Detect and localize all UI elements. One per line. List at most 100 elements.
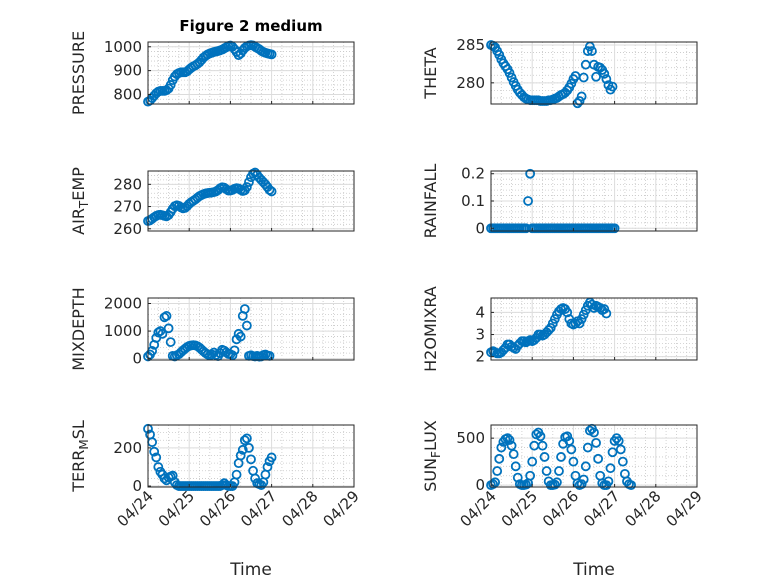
data-series-air-temp bbox=[143, 167, 277, 226]
y-tick-label: 0.2 bbox=[461, 165, 485, 183]
y-tick-label: 1000 bbox=[104, 38, 142, 56]
data-point bbox=[235, 331, 246, 342]
y-tick-label: 4 bbox=[475, 303, 485, 321]
data-point bbox=[525, 168, 536, 179]
subplot-h2omixra: 2 3 4 H2OMIXRA bbox=[421, 286, 698, 372]
data-point bbox=[237, 444, 248, 455]
data-point bbox=[527, 456, 538, 467]
data-point bbox=[506, 72, 517, 83]
y-tick-label: 900 bbox=[113, 62, 142, 80]
x-tick-label: 04/28 bbox=[278, 487, 321, 530]
data-point bbox=[578, 474, 589, 485]
data-point bbox=[492, 466, 503, 476]
data-point bbox=[266, 49, 277, 60]
data-point bbox=[231, 469, 242, 480]
subplot-air-temp: 260 270 280 AIRTEMP bbox=[69, 167, 355, 238]
data-point bbox=[165, 337, 176, 347]
data-point bbox=[244, 177, 254, 188]
data-point bbox=[163, 323, 174, 334]
x-tick-label: 04/29 bbox=[663, 487, 706, 530]
data-point bbox=[607, 447, 618, 458]
y-tick-label: 0 bbox=[132, 477, 142, 495]
x-tick-label: 04/25 bbox=[498, 487, 541, 530]
y-axis-label: PRESSURE bbox=[69, 31, 88, 115]
y-tick-label: 270 bbox=[113, 198, 142, 216]
y-tick-label: 0 bbox=[475, 476, 485, 494]
y-axis-label: THETA bbox=[421, 47, 440, 99]
data-point bbox=[244, 442, 254, 453]
data-point bbox=[525, 470, 536, 481]
data-point bbox=[587, 46, 597, 56]
data-point bbox=[266, 186, 277, 197]
y-tick-label: 0 bbox=[475, 219, 485, 237]
data-point bbox=[617, 456, 628, 467]
data-point bbox=[613, 436, 624, 446]
subplot-rainfall: 0 0.1 0.2 RAINFALL bbox=[421, 164, 698, 238]
data-point bbox=[494, 453, 505, 464]
y-tick-label: 0.1 bbox=[461, 192, 485, 210]
data-point bbox=[235, 450, 246, 461]
data-point bbox=[496, 442, 507, 453]
data-point bbox=[599, 68, 610, 79]
data-point bbox=[615, 444, 626, 455]
data-point bbox=[605, 463, 616, 474]
y-tick-label: 2000 bbox=[104, 295, 142, 313]
y-tick-label: 260 bbox=[113, 220, 142, 238]
data-point bbox=[541, 466, 552, 476]
data-point bbox=[494, 49, 505, 60]
data-point bbox=[589, 427, 599, 438]
data-point bbox=[241, 182, 252, 192]
subplot-grid: 800 900 1000 PRESSURE 280 285 THETA 260 270 280 AI… bbox=[69, 31, 706, 530]
data-point bbox=[506, 440, 517, 451]
axes-frame bbox=[490, 41, 698, 105]
x-tick-label: 04/25 bbox=[155, 487, 198, 530]
data-point bbox=[578, 72, 589, 83]
data-point bbox=[241, 320, 252, 331]
data-series-rainfall bbox=[486, 168, 620, 234]
y-axis-label: MIXDEPTH bbox=[69, 287, 88, 370]
y-tick-label: 0 bbox=[132, 350, 142, 368]
data-point bbox=[539, 452, 550, 462]
axes-frame bbox=[147, 170, 355, 232]
data-point bbox=[593, 453, 604, 464]
data-point bbox=[562, 431, 573, 442]
y-tick-label: 1000 bbox=[104, 322, 142, 340]
data-point bbox=[556, 452, 566, 462]
axes-frame bbox=[490, 297, 698, 361]
subplot-theta: 280 285 THETA bbox=[421, 36, 698, 109]
y-tick-label: 2 bbox=[475, 348, 485, 366]
data-point bbox=[153, 462, 164, 472]
axes-frame bbox=[147, 424, 355, 488]
data-point bbox=[229, 345, 240, 356]
data-point bbox=[508, 449, 519, 460]
x-tick-label: 04/26 bbox=[196, 487, 239, 530]
data-point bbox=[626, 480, 636, 491]
data-point bbox=[595, 303, 606, 313]
data-point bbox=[574, 96, 585, 106]
x-axis-label-right: Time bbox=[572, 560, 615, 580]
data-point bbox=[603, 476, 614, 487]
data-point bbox=[161, 311, 172, 321]
data-point bbox=[566, 444, 577, 455]
axes-frame bbox=[147, 41, 355, 105]
data-point bbox=[504, 435, 515, 445]
y-tick-label: 285 bbox=[456, 36, 485, 54]
data-point bbox=[591, 437, 601, 448]
data-point bbox=[488, 479, 498, 490]
data-point bbox=[266, 452, 277, 463]
x-tick-label: 04/28 bbox=[621, 487, 664, 530]
data-point bbox=[591, 71, 601, 82]
data-point bbox=[554, 466, 564, 476]
data-point bbox=[227, 350, 238, 361]
subplot-sun-flux: 050004/2404/2504/2604/2704/2804/29SUNFLU… bbox=[421, 420, 706, 530]
y-tick-label: 3 bbox=[475, 326, 485, 344]
data-point bbox=[582, 46, 593, 56]
y-tick-label: 280 bbox=[456, 74, 485, 92]
data-point bbox=[580, 461, 591, 472]
y-axis-label: H2OMIXRA bbox=[421, 286, 440, 372]
data-point bbox=[149, 446, 160, 457]
y-axis-label: TERRMSL bbox=[69, 420, 91, 493]
data-series-theta bbox=[486, 40, 618, 109]
data-point bbox=[239, 304, 250, 314]
